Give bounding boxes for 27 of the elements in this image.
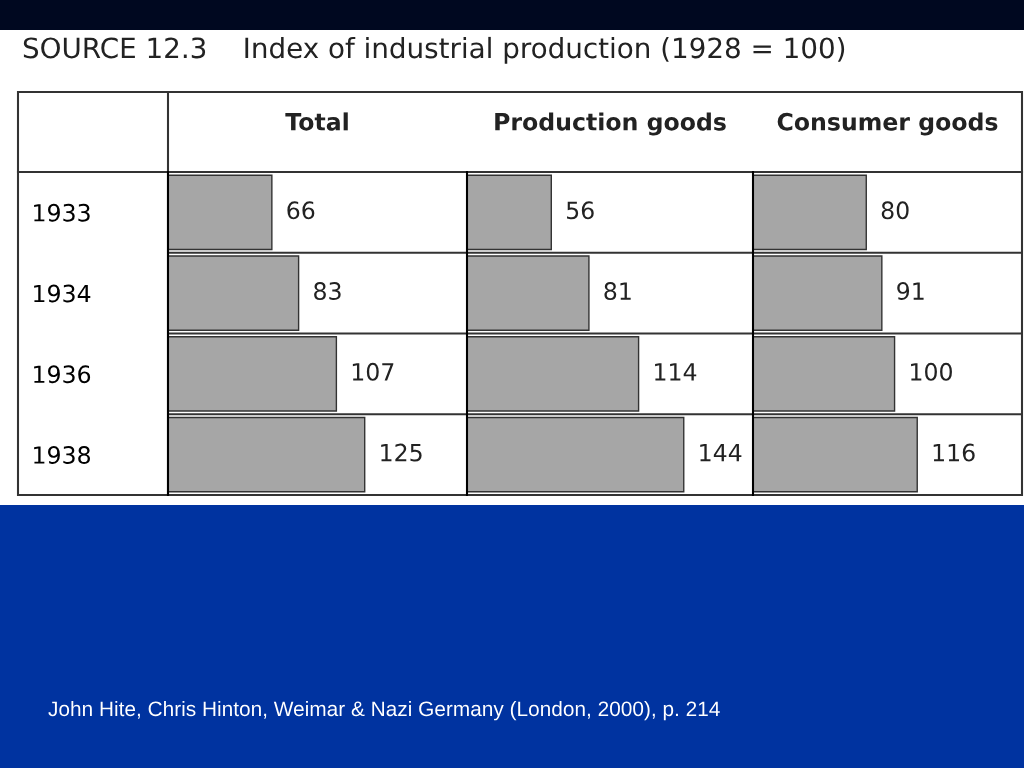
bar xyxy=(168,416,366,493)
data-label: 107 xyxy=(352,362,394,381)
y-tick-label: 1934 xyxy=(34,284,91,303)
bar xyxy=(168,174,273,251)
text: John Hite, Chris Hinton, Weimar & Nazi Germany (London, 2000), p. 214 xyxy=(48,700,720,721)
bar xyxy=(753,416,918,493)
data-label: 125 xyxy=(381,443,422,462)
data-label: 91 xyxy=(897,282,924,300)
bar xyxy=(753,174,867,251)
data-label: 66 xyxy=(287,201,315,220)
y-tick-label: 1936 xyxy=(34,365,91,384)
data-label: 114 xyxy=(655,363,697,381)
data-label: 100 xyxy=(911,362,952,381)
source-note: SOURCE 12.3 Index of industrial production (1928 = 100) xyxy=(23,36,845,64)
data-label: 116 xyxy=(933,443,975,462)
chart-title: Consumer goods xyxy=(777,112,998,136)
data-label: 81 xyxy=(604,282,631,300)
data-label: 83 xyxy=(314,282,341,300)
data-label: 56 xyxy=(567,201,594,220)
data-label: 80 xyxy=(881,201,909,220)
bar xyxy=(467,174,552,251)
chart-title: Total xyxy=(285,112,348,131)
y-tick-label: 1938 xyxy=(34,446,90,464)
y-tick-label: 1933 xyxy=(34,203,90,222)
chart-title: Production goods xyxy=(495,112,726,136)
bar xyxy=(467,416,685,493)
data-label: 144 xyxy=(700,443,742,462)
